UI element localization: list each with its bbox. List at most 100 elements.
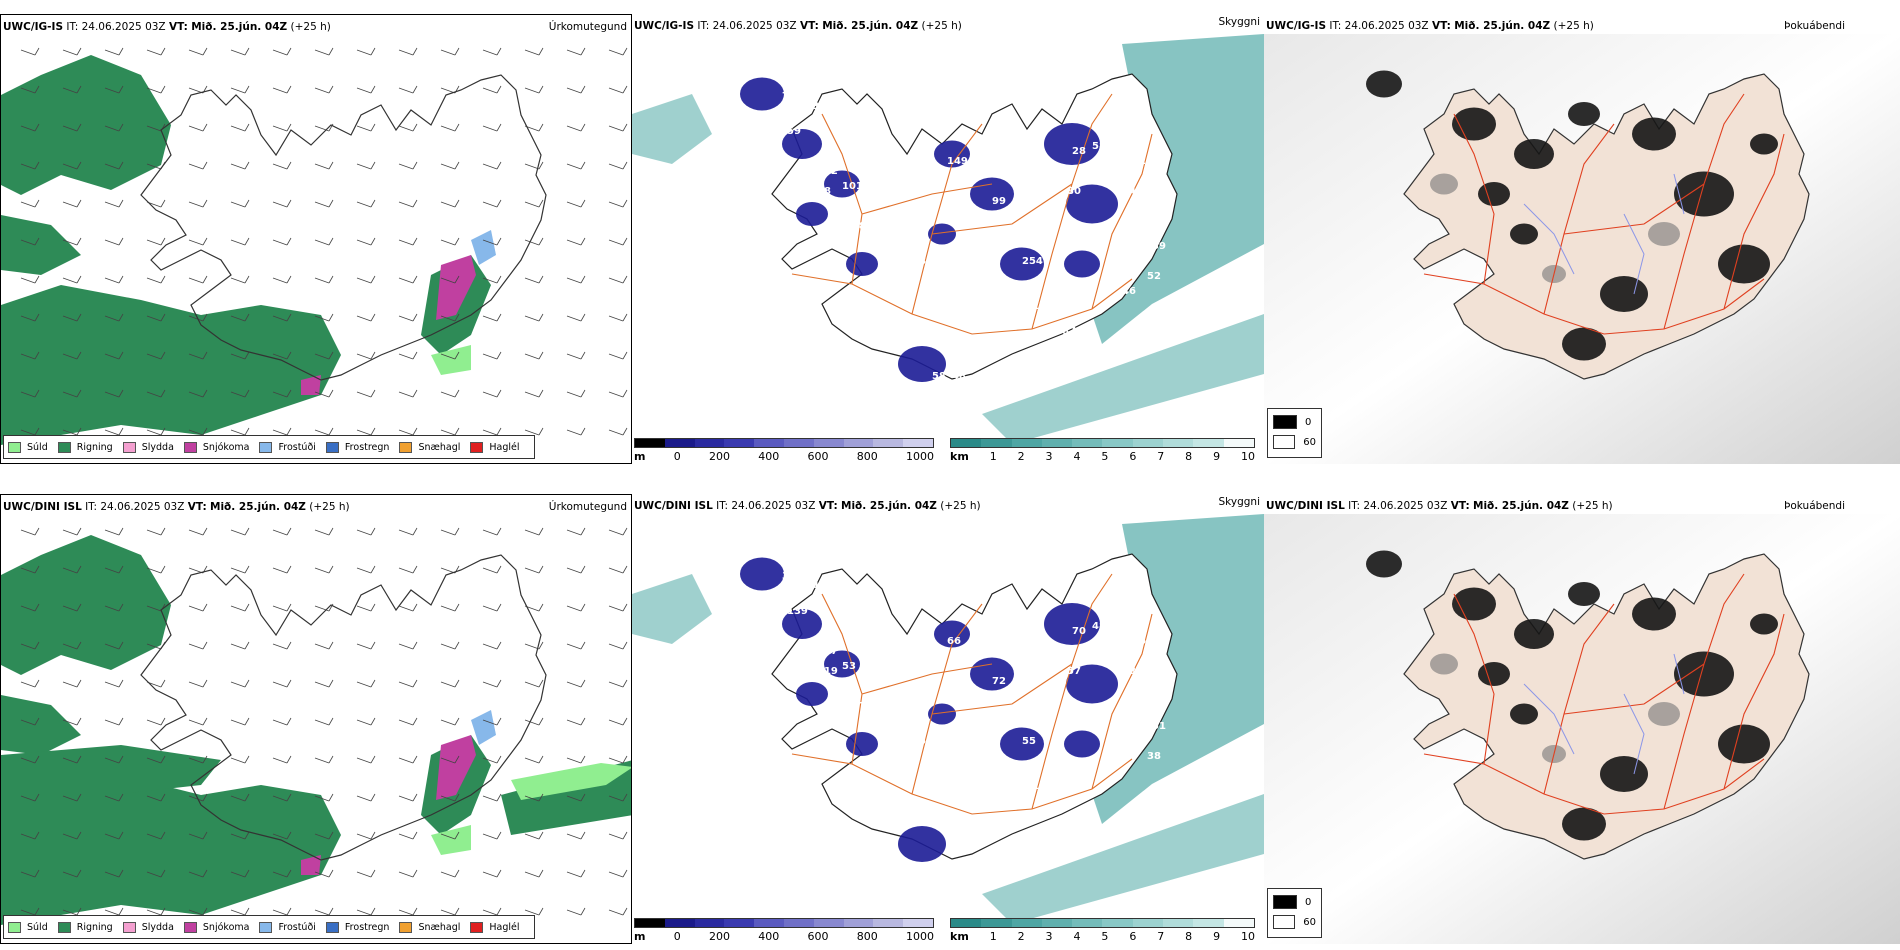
panel-header: UWC/IG-IS IT: 24.06.2025 03Z VT: Mið. 25… xyxy=(3,21,331,33)
precip-legend-item: Snjókoma xyxy=(183,921,250,933)
precip-areas xyxy=(1,55,496,445)
precip-type-panel-row2: UWC/DINI ISL IT: 24.06.2025 03Z VT: Mið.… xyxy=(0,494,632,944)
cloud-base-label: 87 xyxy=(862,196,876,207)
bar-tick: 6 xyxy=(1129,450,1137,463)
bar-ticks: m 0 200 400 600 800 1000 xyxy=(634,450,934,463)
legend-label: Haglél xyxy=(489,921,520,933)
road-network xyxy=(1423,573,1785,815)
panel-header: UWC/DINI ISL IT: 24.06.2025 03Z VT: Mið.… xyxy=(634,500,981,512)
cloud-base-legend: m 0 200 400 600 800 1000 xyxy=(634,918,934,943)
bar-tick: 9 xyxy=(1213,930,1221,943)
cloud-base-label: 55 xyxy=(1072,706,1086,717)
fog-legend-item: 0 xyxy=(1273,415,1316,429)
cloud-base-label: 71 xyxy=(932,756,946,767)
bar-tick: 3 xyxy=(1045,450,1053,463)
cloud-base-label: 149 xyxy=(947,156,968,167)
legend-swatch xyxy=(8,441,21,453)
cloud-base-label: 28 xyxy=(1132,686,1146,697)
legend-swatch xyxy=(57,441,71,453)
precip-type-panel-row1: UWC/IG-IS IT: 24.06.2025 03Z VT: Mið. 25… xyxy=(0,14,632,464)
cloud-base-legend: m 0 200 400 600 800 1000 xyxy=(634,438,934,463)
cloud-base-label: 139 xyxy=(787,606,808,617)
legend-swatch xyxy=(325,441,339,453)
legend-swatch xyxy=(183,441,197,453)
legend-label: 60 xyxy=(1303,436,1316,448)
legend-swatch xyxy=(183,921,197,933)
legend-label: Rigning xyxy=(76,921,113,933)
precip-legend-item: Slydda xyxy=(122,921,174,933)
panel-title: Skyggni xyxy=(1218,16,1261,28)
fog-dark-areas xyxy=(1366,550,1778,841)
cloud-base-label: 60 xyxy=(1037,226,1051,237)
fog-legend: 0 60 xyxy=(1267,888,1322,938)
cloud-base-label: 81 xyxy=(1082,576,1096,587)
bar-unit: m xyxy=(634,450,646,463)
precip-legend-item: Slydda xyxy=(122,441,174,453)
cloud-base-label: 48 xyxy=(832,606,846,617)
cloud-base-label: 90 xyxy=(1047,756,1061,767)
bar-tick: 800 xyxy=(856,450,878,463)
panel-header: UWC/DINI ISL IT: 24.06.2025 03Z VT: Mið.… xyxy=(3,501,350,513)
cloud-base-label: 48 xyxy=(812,581,826,592)
legend-swatch xyxy=(122,921,136,933)
cloud-base-label: 46 xyxy=(1122,286,1136,297)
cloud-base-label: 54 xyxy=(1122,186,1136,197)
cloud-base-label: 48 xyxy=(1092,621,1106,632)
precip-legend-item: Súld xyxy=(8,921,48,933)
precip-legend-item: Frostregn xyxy=(325,441,389,453)
cloud-base-label: 20 xyxy=(862,241,876,252)
precip-legend-item: Frostúði xyxy=(259,441,316,453)
color-bar xyxy=(634,918,934,928)
cloud-base-labels: 88 36 48 48 139 107 119 53 61 97 155 78 95 85 71 51 60 66… xyxy=(732,546,1166,817)
legend-label: Slydda xyxy=(141,441,174,453)
bar-tick: 1000 xyxy=(905,930,934,943)
cloud-base-label: 38 xyxy=(1147,751,1161,762)
cloud-base-label: 147 xyxy=(927,306,948,317)
cloud-base-label: 67 xyxy=(1062,766,1076,777)
cloud-base-panel-row1: 59 79 39 52 59 102 98 101 87 58 20 34 10 98 123 47 147 14… xyxy=(632,14,1264,464)
cloud-base-label: 47 xyxy=(772,326,786,337)
cloud-base-label: 63 xyxy=(1112,136,1126,147)
panel-header: UWC/DINI ISL IT: 24.06.2025 03Z VT: Mið.… xyxy=(1266,500,1613,512)
cloud-base-label: 48 xyxy=(952,371,966,382)
bar-tick: 200 xyxy=(708,450,730,463)
bar-tick: 1 xyxy=(989,930,997,943)
cloud-base-label: 56 xyxy=(1097,176,1111,187)
cloud-base-label: 51 xyxy=(772,806,786,817)
cloud-base-label: 71 xyxy=(977,726,991,737)
cloud-base-label: 70 xyxy=(1072,626,1086,637)
bar-unit: m xyxy=(634,930,646,943)
cloud-base-label: 55 xyxy=(1022,736,1036,747)
precip-legend-item: Súld xyxy=(8,441,48,453)
cloud-base-label: 82 xyxy=(1137,231,1151,242)
fog-map-row2 xyxy=(1264,514,1900,944)
cloud-base-label: 72 xyxy=(1132,156,1146,167)
fog-legend-item: 60 xyxy=(1273,435,1316,449)
bar-tick: 200 xyxy=(708,930,730,943)
cloud-base-label: 52 xyxy=(832,126,846,137)
bar-tick: 2 xyxy=(1017,450,1025,463)
legend-swatch xyxy=(122,441,136,453)
cloud-base-label: 12 xyxy=(1082,96,1096,107)
legend-label: Frostúði xyxy=(278,441,316,453)
color-bar xyxy=(950,438,1255,448)
fog-panel-row2: UWC/DINI ISL IT: 24.06.2025 03Z VT: Mið.… xyxy=(1264,494,1900,944)
bar-tick: 10 xyxy=(1241,930,1255,943)
legend-swatch xyxy=(399,921,413,933)
cloud-base-label: 210 xyxy=(977,246,998,257)
cloud-base-label: 254 xyxy=(1022,256,1043,267)
road-network xyxy=(791,573,1153,815)
cloud-base-label: 88 xyxy=(807,546,821,557)
fog-map-row1 xyxy=(1264,34,1900,464)
legend-label: Snjókoma xyxy=(202,921,250,933)
precip-legend-item: Haglél xyxy=(470,921,520,933)
legend-label: 0 xyxy=(1305,896,1312,908)
legend-swatch xyxy=(57,921,71,933)
legend-label: Snæhagl xyxy=(418,441,461,453)
cloud-base-label: 51 xyxy=(1152,721,1166,732)
legend-label: Rigning xyxy=(76,441,113,453)
bar-tick: 400 xyxy=(758,930,780,943)
cloud-base-label: 52 xyxy=(1147,271,1161,282)
bar-ticks: km 1 2 3 4 5 6 7 8 9 10 xyxy=(950,450,1255,463)
cloud-base-label: 119 xyxy=(817,666,838,677)
